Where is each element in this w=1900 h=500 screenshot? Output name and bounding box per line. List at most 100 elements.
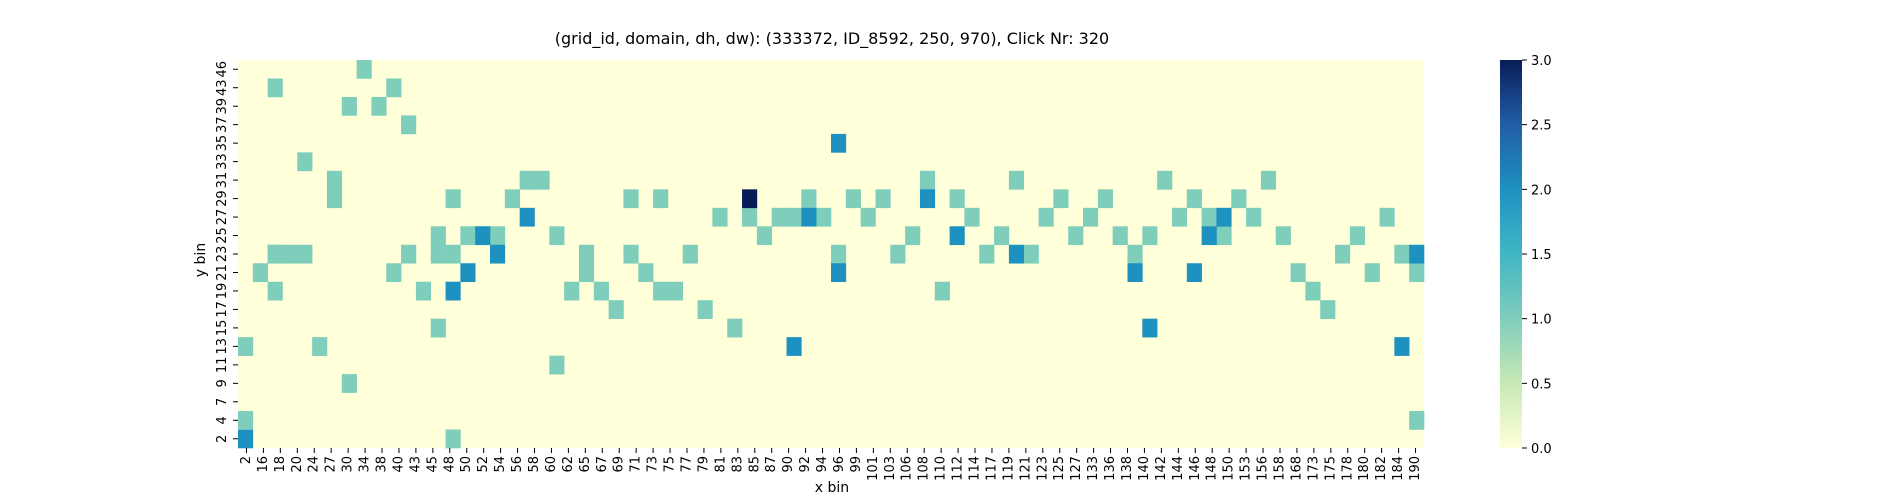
heatmap-cell bbox=[415, 281, 432, 301]
colorbar-tick-label: 1.0 bbox=[1531, 313, 1552, 328]
heatmap-cell bbox=[445, 281, 461, 301]
heatmap-cell bbox=[1409, 244, 1425, 264]
x-tick-label: 50 bbox=[459, 456, 474, 473]
heatmap-cell bbox=[905, 226, 921, 246]
heatmap-cell bbox=[578, 244, 595, 264]
heatmap-cell bbox=[860, 207, 876, 227]
x-axis-ticks: 2 16 18 20 24 27 30 34 38 40 43 45 48 50 52 54 56 58 60 62 6… bbox=[239, 448, 1423, 481]
y-axis-label: y bin bbox=[193, 243, 209, 277]
x-tick-label: 30 bbox=[341, 456, 356, 473]
heatmap-cell bbox=[1409, 263, 1425, 283]
y-tick-label: 9 bbox=[215, 379, 230, 387]
x-tick-label: 119 bbox=[1001, 456, 1016, 481]
x-tick-label: 24 bbox=[307, 456, 322, 473]
x-tick-label: 140 bbox=[1137, 456, 1152, 481]
heatmap-cell bbox=[578, 263, 595, 283]
heatmap-cell bbox=[801, 189, 817, 209]
heatmap-cell bbox=[1008, 244, 1025, 264]
x-tick-label: 182 bbox=[1374, 456, 1389, 481]
heatmap-cell bbox=[312, 337, 328, 356]
x-tick-label: 117 bbox=[985, 456, 1000, 481]
heatmap-cell bbox=[682, 244, 698, 264]
heatmap-cell bbox=[1142, 318, 1158, 338]
heatmap-cell bbox=[919, 189, 936, 209]
heatmap-cell bbox=[934, 281, 950, 301]
heatmap-cell bbox=[430, 244, 446, 264]
heatmap-cell bbox=[1201, 207, 1217, 227]
heatmap-cell bbox=[1186, 189, 1202, 209]
y-tick-label: 33 bbox=[215, 153, 230, 170]
heatmap-cell bbox=[1171, 207, 1188, 227]
heatmap-cell bbox=[549, 355, 565, 375]
heatmap-cell bbox=[653, 189, 669, 209]
y-tick-label: 29 bbox=[215, 190, 230, 207]
y-tick-label: 2 bbox=[215, 435, 230, 443]
y-tick-label: 25 bbox=[215, 227, 230, 244]
heatmap-cell bbox=[1097, 189, 1113, 209]
x-tick-label: 125 bbox=[1052, 456, 1067, 481]
x-tick-label: 87 bbox=[764, 456, 779, 473]
heatmap-cell bbox=[816, 207, 832, 227]
x-tick-label: 94 bbox=[815, 456, 830, 473]
heatmap-cell bbox=[653, 281, 669, 301]
heatmap-cell bbox=[964, 207, 980, 227]
heatmap-cell bbox=[534, 170, 550, 190]
heatmap-cell bbox=[519, 207, 535, 227]
x-tick-label: 184 bbox=[1391, 456, 1406, 481]
heatmap-cell bbox=[608, 300, 624, 319]
heatmap-cell bbox=[386, 263, 402, 283]
heatmap-cells bbox=[238, 60, 1425, 449]
heatmap-cell bbox=[623, 189, 639, 209]
x-tick-label: 71 bbox=[629, 456, 644, 473]
x-tick-label: 168 bbox=[1289, 456, 1304, 481]
x-tick-label: 108 bbox=[917, 456, 932, 481]
x-tick-label: 103 bbox=[883, 456, 898, 481]
heatmap-cell bbox=[267, 78, 283, 98]
y-tick-label: 7 bbox=[215, 398, 230, 406]
heatmap-cell bbox=[1008, 170, 1025, 190]
heatmap-cell bbox=[1083, 207, 1099, 227]
y-tick-label: 17 bbox=[215, 301, 230, 318]
y-tick-label: 35 bbox=[215, 135, 230, 152]
x-tick-label: 16 bbox=[256, 456, 271, 473]
heatmap-cell bbox=[1246, 207, 1262, 227]
colorbar-tick-label: 0.0 bbox=[1531, 442, 1552, 457]
heatmap-cell bbox=[831, 244, 847, 264]
x-tick-label: 85 bbox=[747, 456, 762, 473]
heatmap-cell bbox=[1216, 207, 1232, 227]
heatmap-cell bbox=[771, 207, 787, 227]
heatmap-cell bbox=[1142, 226, 1158, 246]
heatmap-cell bbox=[1186, 263, 1202, 283]
heatmap-cell bbox=[1127, 263, 1143, 283]
y-tick-label: 37 bbox=[215, 116, 230, 133]
heatmap-cell bbox=[638, 263, 654, 283]
x-tick-label: 67 bbox=[595, 456, 610, 473]
heatmap-cell bbox=[1349, 226, 1366, 246]
x-tick-label: 56 bbox=[510, 456, 525, 473]
x-tick-label: 142 bbox=[1154, 456, 1169, 481]
x-tick-label: 158 bbox=[1273, 456, 1288, 481]
heatmap-cell bbox=[1305, 281, 1321, 301]
x-tick-label: 81 bbox=[713, 456, 728, 473]
heatmap-cell bbox=[697, 300, 713, 319]
x-tick-label: 40 bbox=[392, 456, 407, 473]
y-tick-label: 23 bbox=[215, 246, 230, 263]
heatmap-cell bbox=[1379, 207, 1395, 227]
heatmap-cell bbox=[845, 189, 861, 209]
x-tick-label: 77 bbox=[680, 456, 695, 473]
heatmap-cell bbox=[430, 318, 446, 338]
heatmap-cell bbox=[1260, 170, 1277, 190]
x-tick-label: 54 bbox=[493, 456, 508, 473]
heatmap-cell bbox=[549, 226, 565, 246]
x-tick-label: 18 bbox=[273, 456, 288, 473]
heatmap-cell bbox=[267, 281, 283, 301]
x-tick-label: 123 bbox=[1035, 456, 1050, 481]
colorbar-tick-label: 3.0 bbox=[1531, 54, 1552, 69]
heatmap-cell bbox=[742, 189, 758, 209]
heatmap-cell bbox=[238, 337, 254, 356]
x-tick-label: 150 bbox=[1222, 456, 1237, 481]
heatmap-cell bbox=[1394, 244, 1410, 264]
x-tick-label: 96 bbox=[832, 456, 847, 473]
